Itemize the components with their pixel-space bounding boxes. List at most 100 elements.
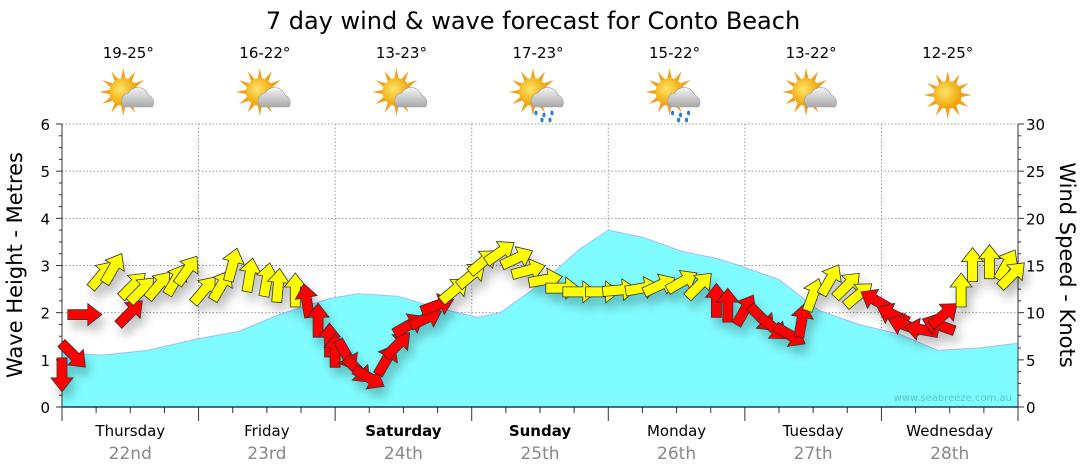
sun-ray <box>817 80 827 87</box>
sun-ray <box>239 97 249 104</box>
sun-ray <box>961 92 972 98</box>
left-tick-label: 4 <box>40 210 50 228</box>
wind-arrow <box>927 303 958 330</box>
wave-area <box>61 229 1019 408</box>
wind-arrow <box>221 247 245 283</box>
temperature-range: 15-22° <box>649 44 700 62</box>
rain-drop <box>676 117 681 123</box>
right-tick-label: 10 <box>1026 305 1045 323</box>
wind-arrow <box>664 269 698 295</box>
wind-arrow <box>172 255 199 288</box>
day-date: 26th <box>657 444 696 464</box>
wind-arrow <box>67 302 103 327</box>
temperature-range: 13-23° <box>376 44 427 62</box>
sun-ray <box>401 71 409 82</box>
wind-arrow <box>238 257 262 293</box>
day-labels: Thursday 22nd Friday 23rd Saturday 24th Sunday… <box>94 422 993 464</box>
sun-ray <box>111 71 119 82</box>
partly-cloudy-icon <box>782 68 837 116</box>
sun-ray <box>794 71 802 82</box>
wind-arrow <box>114 300 143 329</box>
watermark: www.seabreeze.com.au <box>894 393 1012 404</box>
sun-ray <box>394 105 399 116</box>
rain-drop <box>540 117 544 123</box>
wind-arrow <box>715 287 740 323</box>
sun-ray <box>945 108 950 119</box>
cloud <box>121 87 154 108</box>
wind-arrow <box>381 332 411 361</box>
day-name: Wednesday <box>906 422 993 440</box>
right-tick-label: 0 <box>1026 399 1036 417</box>
day-name: Tuesday <box>782 422 844 440</box>
cloud <box>394 87 428 108</box>
sun-ray <box>102 97 113 104</box>
rain-drop <box>684 117 689 123</box>
sun-ray <box>926 100 937 107</box>
left-tick-label: 0 <box>40 399 50 417</box>
sun-ray <box>785 80 796 87</box>
sun-ray <box>538 71 545 82</box>
wind-arrow <box>50 357 74 393</box>
showers-icon <box>509 68 564 123</box>
sun-ray <box>394 68 399 79</box>
sun-ray <box>247 71 255 82</box>
sun-ray <box>645 89 656 95</box>
temperature-range: 17-23° <box>512 44 563 62</box>
sun-ray <box>239 80 249 87</box>
day-date: 22nd <box>109 444 152 464</box>
sun-ray <box>952 105 960 116</box>
wind-arrow <box>816 264 842 298</box>
wind-arrow <box>562 280 598 304</box>
partly-cloudy-icon <box>235 68 291 116</box>
sun-ray <box>648 97 659 104</box>
wind-arrow <box>351 364 385 390</box>
sun-ray <box>648 80 659 87</box>
sun-ray <box>657 71 665 82</box>
sun-ray <box>384 102 392 113</box>
sun-ray <box>923 92 934 98</box>
wind-arrow <box>266 267 291 304</box>
wind-arrow <box>831 272 860 302</box>
rain-drop <box>686 110 691 116</box>
sun-ray <box>785 97 796 104</box>
rain-drop <box>534 110 538 116</box>
sun-ray <box>247 102 255 113</box>
sun-ray <box>270 80 281 87</box>
sun-ray <box>134 80 145 87</box>
wind-arrow <box>960 246 985 283</box>
rain-drop <box>670 110 675 116</box>
sun-ray <box>121 68 126 79</box>
temperature-range: 19-25° <box>103 44 154 62</box>
rain-drop <box>548 117 552 123</box>
day-date: 25th <box>520 444 559 464</box>
sun-ray <box>926 83 937 90</box>
temperature-range: 13-22° <box>786 44 837 62</box>
partly-cloudy-icon <box>99 68 154 116</box>
sun-ray <box>521 102 528 113</box>
left-tick-label: 6 <box>40 116 50 134</box>
sun-ray <box>521 71 528 82</box>
partly-cloudy-icon <box>372 68 428 116</box>
day-date: 28th <box>930 444 969 464</box>
sun-ray <box>935 74 943 85</box>
left-tick-label: 2 <box>40 305 50 323</box>
right-tick-label: 20 <box>1026 210 1045 228</box>
left-tick-label: 1 <box>40 352 50 370</box>
wind-arrow <box>704 282 729 318</box>
sun-ray <box>512 97 523 104</box>
sun-ray <box>667 105 672 116</box>
wind-arrow <box>57 338 86 368</box>
wind-arrow <box>482 241 515 267</box>
day-date: 23rd <box>247 444 286 464</box>
temperature-range: 12-25° <box>922 44 973 62</box>
sun-ray <box>509 89 520 95</box>
sun-ray <box>782 89 793 95</box>
sun-ray <box>257 105 262 116</box>
sun <box>933 81 962 109</box>
wind-arrow <box>283 272 308 308</box>
wind-arrow <box>996 262 1025 292</box>
right-tick-label: 30 <box>1026 116 1045 134</box>
left-axis-label: Wave Height - Metres <box>3 152 27 378</box>
sun-ray <box>128 71 136 82</box>
